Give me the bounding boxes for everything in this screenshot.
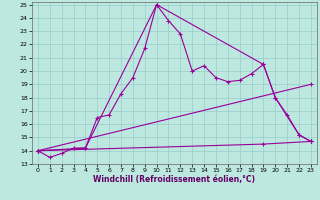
X-axis label: Windchill (Refroidissement éolien,°C): Windchill (Refroidissement éolien,°C) — [93, 175, 255, 184]
